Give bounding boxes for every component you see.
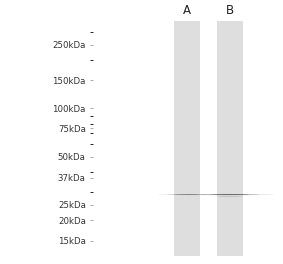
- Ellipse shape: [158, 194, 216, 195]
- Ellipse shape: [167, 194, 206, 195]
- Ellipse shape: [175, 194, 199, 195]
- Text: A: A: [183, 4, 191, 17]
- Ellipse shape: [185, 194, 275, 195]
- Ellipse shape: [200, 194, 260, 195]
- Ellipse shape: [217, 196, 243, 197]
- Ellipse shape: [211, 194, 248, 195]
- Bar: [217, 21, 243, 256]
- Text: B: B: [226, 4, 234, 17]
- Bar: [174, 21, 200, 256]
